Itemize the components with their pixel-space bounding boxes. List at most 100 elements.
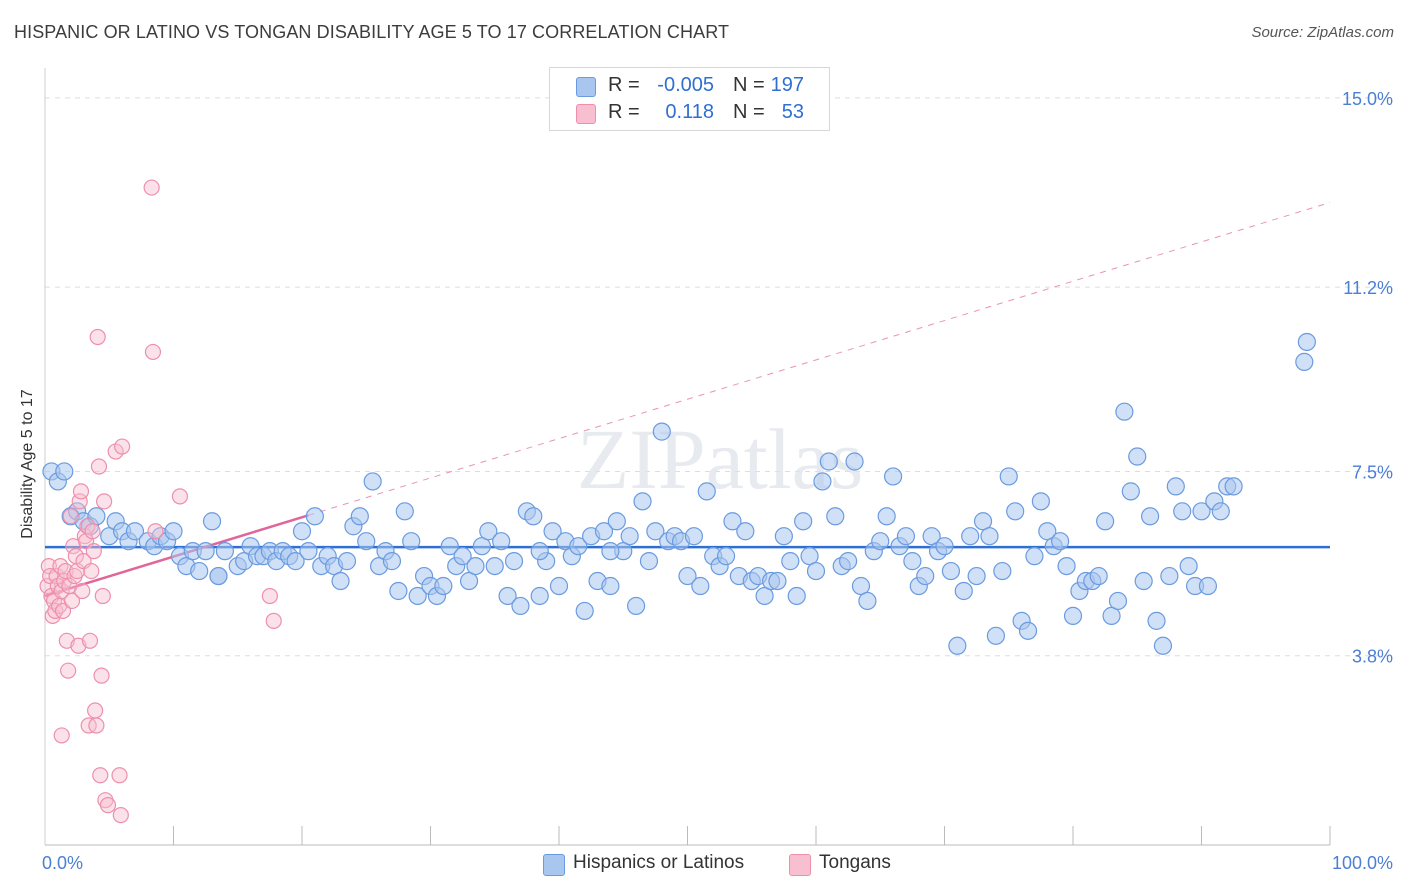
tongan-point (171, 488, 189, 505)
hispanic-point (691, 576, 710, 596)
hispanic-point (1211, 502, 1230, 521)
hispanic-point (389, 581, 408, 601)
hispanic-point (980, 527, 999, 546)
hispanic-point (1297, 332, 1316, 352)
hispanic-point (1147, 611, 1166, 630)
hispanic-point (331, 571, 350, 591)
tongan-point (57, 562, 74, 580)
hispanic-point (55, 462, 74, 481)
hispanic-point (202, 512, 222, 531)
hispanic-point (839, 552, 858, 571)
watermark: ZIPatlas (577, 411, 864, 507)
tongan-trend-extension (308, 202, 1331, 516)
tongan-point (53, 582, 70, 600)
tongan-point (113, 438, 131, 455)
n-value: 53 (781, 101, 804, 123)
hispanic-point (1134, 571, 1153, 591)
tongan-point (87, 702, 104, 719)
tongan-point (112, 807, 129, 824)
n-value: 197 (770, 74, 804, 96)
hispanic-point (1096, 512, 1115, 531)
stats-legend: R = -0.005 N = 197 R = 0.118 N = 53 (549, 67, 830, 131)
hispanic-point (498, 586, 517, 606)
hispanic-point (1063, 606, 1083, 625)
series-legend: Hispanics or Latinos Tongans (0, 852, 1406, 878)
hispanic-point (826, 507, 845, 526)
hispanic-point (684, 527, 704, 546)
r-label: R = (608, 74, 640, 96)
hispanic-point (626, 596, 646, 616)
hispanic-point (492, 532, 511, 551)
tongan-point (96, 493, 113, 510)
hispanic-point (1115, 402, 1134, 421)
hispanic-point (1051, 532, 1070, 551)
r-value: 0.118 (665, 101, 714, 123)
tongan-point (94, 587, 111, 605)
n-label: N = (733, 74, 765, 96)
legend-label: Tongans (819, 852, 891, 873)
hispanic-point (967, 566, 986, 586)
tongan-point (81, 632, 99, 649)
hispanic-point (736, 522, 755, 541)
hispanic-point (549, 576, 569, 596)
tongan-point (143, 179, 160, 196)
hispanic-point (530, 586, 549, 606)
stats-row-hispanic: R = -0.005 N = 197 (550, 74, 829, 100)
hispanic-point (479, 522, 498, 541)
hispanic-point (382, 552, 402, 571)
pink-swatch (789, 854, 811, 876)
hispanic-point (408, 586, 427, 606)
hispanic-point (652, 422, 671, 441)
hispanic-point (209, 566, 228, 586)
tongan-point (265, 612, 282, 629)
hispanic-point (883, 467, 903, 486)
blue-swatch (543, 854, 565, 876)
tongan-point (74, 582, 91, 600)
hispanic-point (1198, 576, 1218, 596)
hispanic-point (440, 537, 459, 556)
hispanic-point (723, 512, 742, 531)
hispanic-point (916, 566, 935, 586)
axes (44, 68, 1331, 846)
hispanic-point (858, 591, 877, 611)
x-tick-label: 0.0% (42, 853, 83, 873)
hispanic-point (806, 561, 826, 581)
hispanic-point (935, 537, 954, 556)
tongan-point (89, 328, 106, 346)
hispanic-point (1108, 591, 1128, 611)
hispanic-point (896, 527, 916, 546)
hispanic-point (601, 542, 620, 561)
tongan-point (261, 587, 278, 605)
hispanic-point (395, 502, 414, 521)
tongan-point (93, 667, 110, 684)
hispanic-point (504, 552, 524, 571)
pink-swatch (576, 104, 596, 124)
hispanic-point (215, 542, 234, 561)
tongan-point (84, 523, 101, 540)
hispanic-point (543, 522, 562, 541)
hispanic-point (453, 547, 472, 566)
hispanic-point (871, 532, 890, 551)
n-label: N = (733, 101, 765, 123)
hispanic-point (575, 601, 594, 621)
hispanic-point (1140, 507, 1160, 526)
hispanic-point (1057, 556, 1076, 576)
hispanic-point (1160, 566, 1179, 586)
hispanic-point (292, 522, 312, 541)
hispanic-point (363, 472, 382, 491)
hispanic-point (1089, 566, 1108, 586)
hispanic-point (601, 576, 620, 596)
hispanic-point (697, 482, 716, 501)
tongan-point (85, 543, 102, 560)
hispanic-point (948, 636, 967, 655)
hispanic-point (941, 561, 961, 581)
hispanic-point (305, 507, 324, 526)
hispanic-point (434, 576, 453, 596)
tongan-point (63, 592, 81, 610)
hispanic-point (716, 547, 736, 566)
source-label: Source: ZipAtlas.com (1251, 24, 1394, 41)
y-tick-label: 7.5% (1352, 462, 1393, 482)
hispanic-point (1179, 556, 1198, 576)
tongan-point (107, 443, 124, 460)
